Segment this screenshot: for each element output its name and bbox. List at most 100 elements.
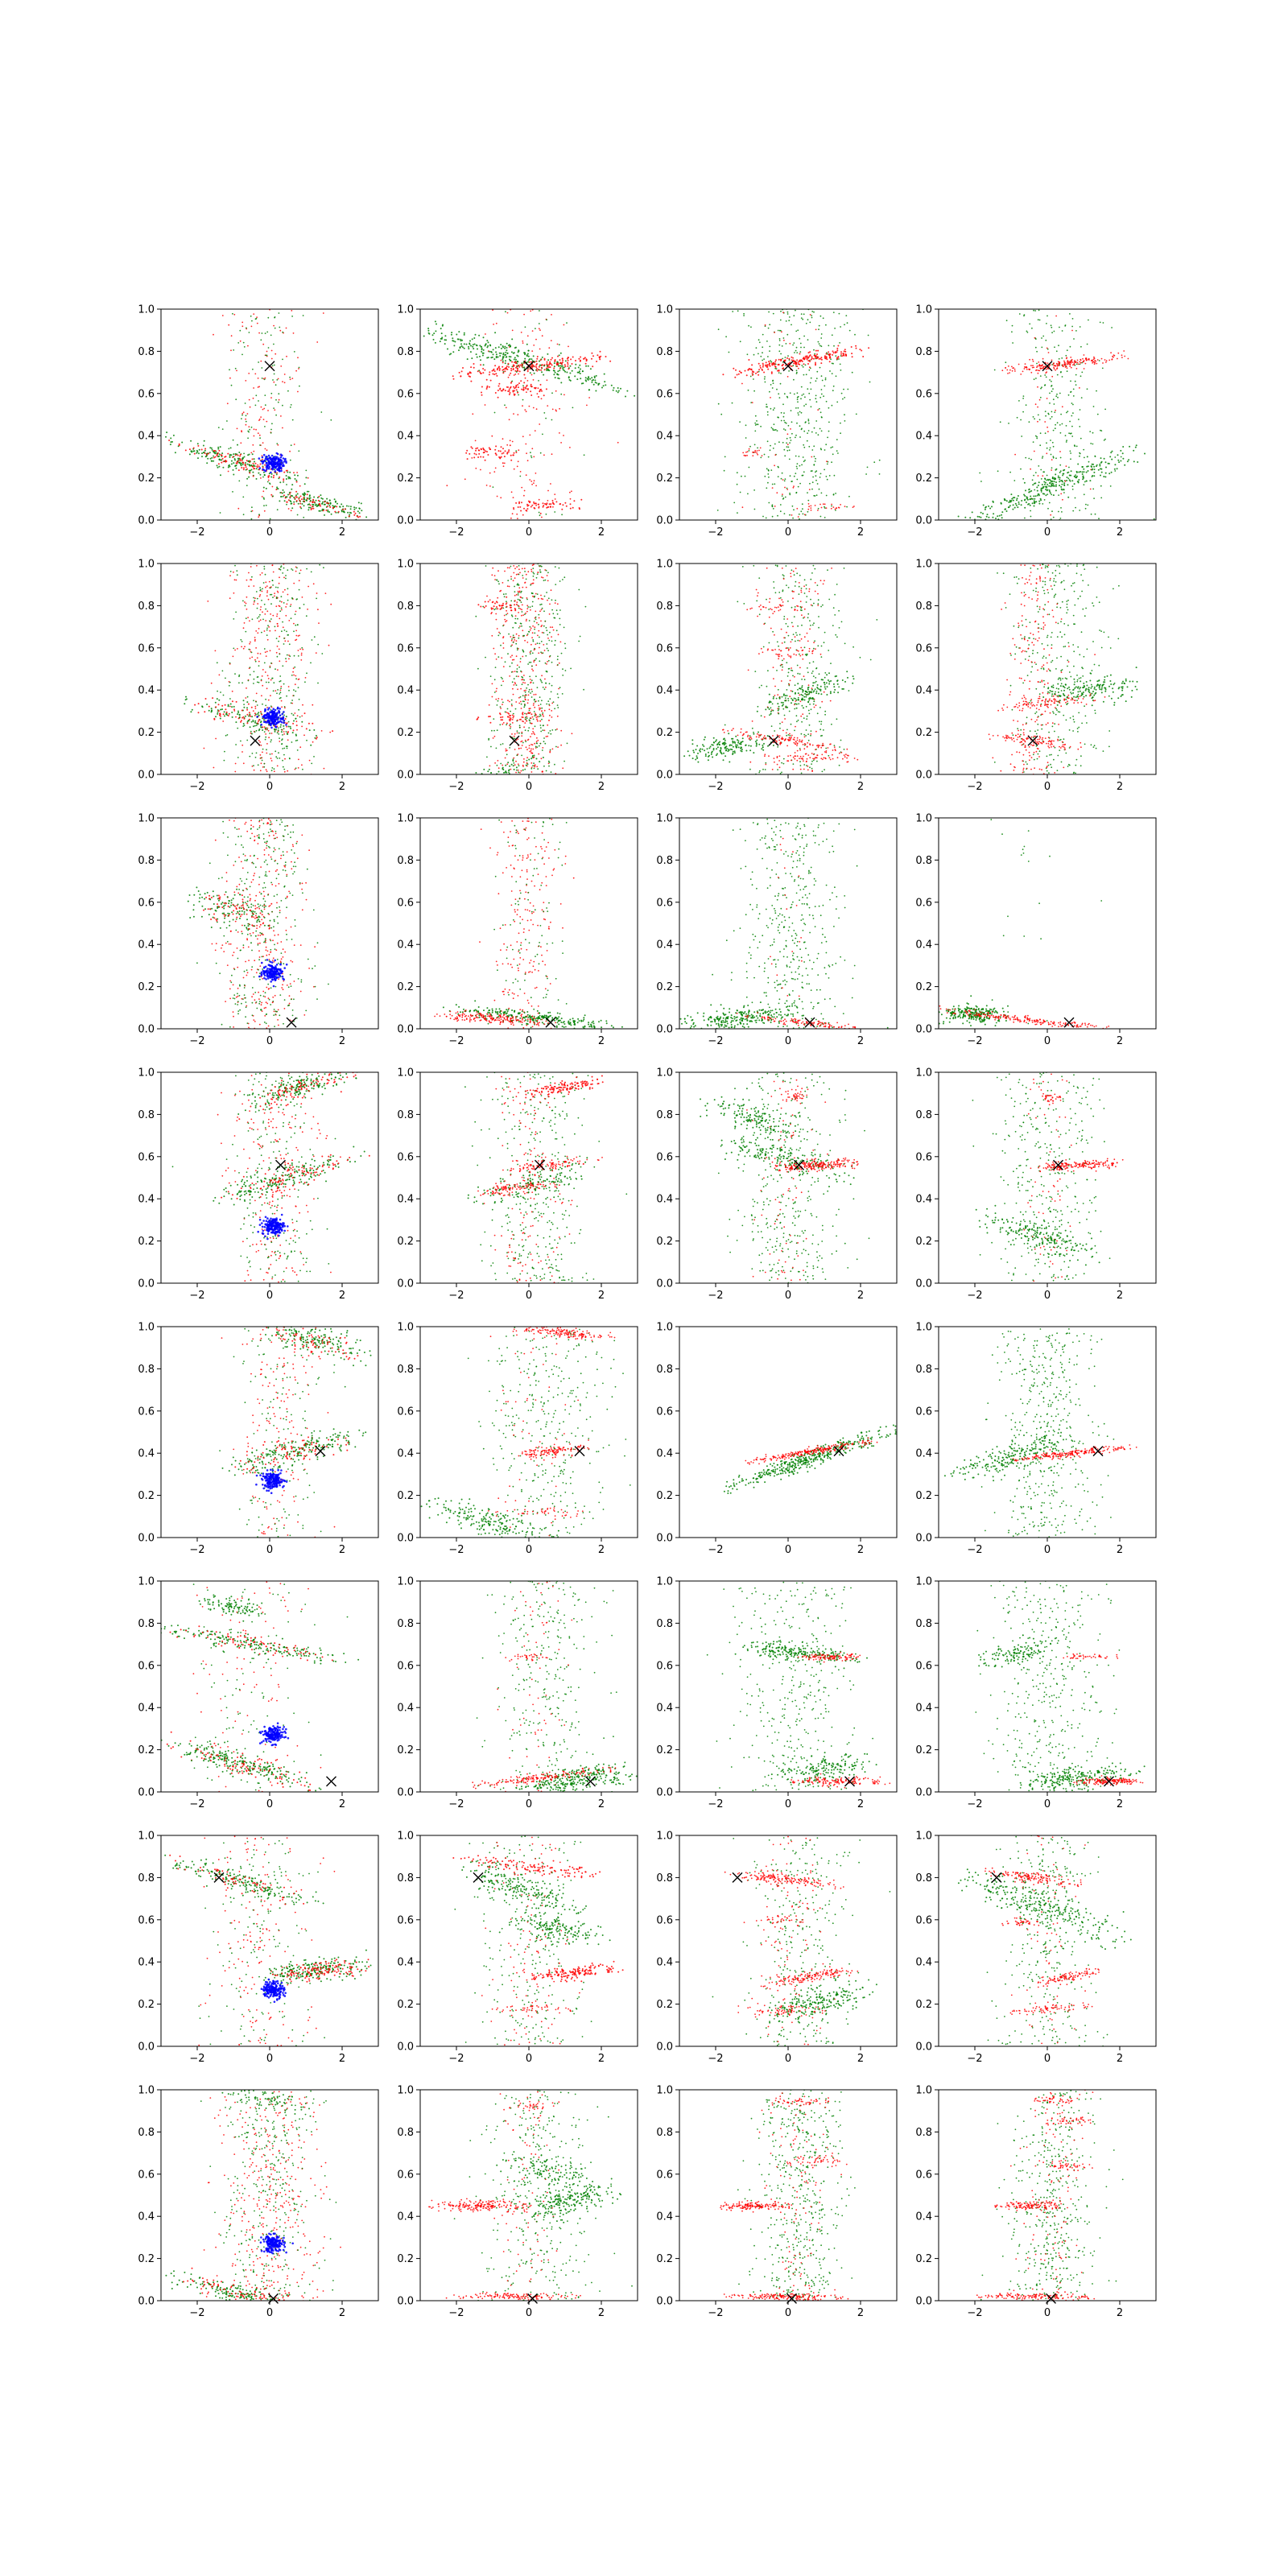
scatter-point-red [205,453,208,456]
scatter-point-green [277,587,279,588]
scatter-point-red [554,602,556,604]
scatter-point-green [1052,388,1054,390]
scatter-point-green [1038,502,1041,505]
scatter-point-red [1123,350,1125,352]
x-tick-label: 2 [1117,526,1123,539]
scatter-point-red [359,515,361,518]
scatter-point-green [515,370,518,373]
scatter-point-red [1063,364,1066,366]
scatter-point-blue [276,719,279,721]
scatter-point-red [544,678,546,680]
scatter-point-green [793,393,795,395]
scatter-point-red [259,594,262,596]
scatter-point-red [543,644,545,646]
scatter-point-red [296,715,299,716]
scatter-point-green [770,427,773,429]
scatter-point-green [266,729,268,731]
scatter-point-red [530,736,531,737]
scatter-point-red [232,456,234,458]
scatter-point-green [326,497,328,500]
scatter-point-green [1061,483,1063,485]
scatter-point-red [534,706,536,708]
scatter-point-red [221,461,223,464]
scatter-point-green [538,380,539,382]
scatter-point-red [522,679,524,681]
scatter-point-green [753,390,755,392]
scatter-point-green [269,667,271,668]
scatter-point-red [496,374,498,377]
scatter-point-green [320,411,323,413]
scatter-point-red [275,353,277,355]
scatter-point-green [251,753,254,754]
scatter-point-red [530,643,532,646]
scatter-point-green [308,729,311,732]
scatter-point-red [843,353,844,355]
scatter-point-red [530,390,532,393]
scatter-point-green [588,389,590,391]
scatter-point-red [213,766,215,769]
scatter-point-green [240,638,242,641]
scatter-point-green [1020,468,1022,470]
scatter-point-green [553,362,555,365]
scatter-point-red [1102,362,1104,364]
scatter-point-green [803,446,806,448]
scatter-point-red [246,460,248,462]
scatter-point-green [243,704,245,705]
scatter-point-green [787,424,790,427]
scatter-point-red [491,696,493,698]
scatter-point-red [556,363,559,365]
scatter-point-red [299,485,301,487]
scatter-point-green [480,359,481,361]
scatter-point-red [526,618,527,621]
scatter-point-green [262,588,263,590]
scatter-point-green [1079,363,1081,365]
scatter-point-red [524,698,526,700]
scatter-point-green [254,460,255,463]
scatter-point-green [209,457,212,460]
scatter-point-red [511,714,514,716]
scatter-point-red [279,576,280,579]
scatter-point-green [258,400,259,402]
scatter-point-green [843,388,844,390]
scatter-point-red [562,504,564,506]
scatter-point-green [505,311,506,313]
scatter-point-red [283,480,285,481]
scatter-point-red [495,613,497,615]
scatter-point-green [552,369,555,372]
scatter-point-red [513,508,515,510]
scatter-point-green [824,377,827,379]
scatter-point-green [264,404,266,407]
scatter-point-green [838,358,840,360]
scatter-point-green [1091,469,1093,471]
scatter-point-green [1032,484,1034,486]
scatter-point-green [196,449,198,452]
scatter-point-red [791,365,793,367]
scatter-point-green [294,666,296,668]
scatter-point-green [273,728,275,730]
scatter-point-red [543,394,545,397]
scatter-point-blue [278,711,281,713]
scatter-point-red [531,582,534,584]
scatter-point-red [492,737,494,739]
scatter-point-red [832,353,834,356]
scatter-point-red [250,579,253,581]
scatter-point-red [761,455,763,456]
scatter-point-red [208,705,210,708]
scatter-point-green [772,448,774,449]
scatter-point-red [336,506,338,508]
scatter-point-green [260,726,262,729]
scatter-point-red [242,412,244,415]
scatter-point-green [588,377,590,379]
scatter-point-green [766,411,769,413]
scatter-point-blue [266,708,270,711]
scatter-point-green [465,343,468,345]
scatter-point-green [297,687,299,688]
scatter-point-red [562,359,564,361]
scatter-point-red [559,432,560,434]
scatter-point-red [521,568,523,570]
scatter-point-red [503,614,506,617]
scatter-point-green [1098,360,1100,361]
scatter-point-red [249,657,251,659]
scatter-point-red [542,576,544,579]
scatter-points [716,309,881,520]
